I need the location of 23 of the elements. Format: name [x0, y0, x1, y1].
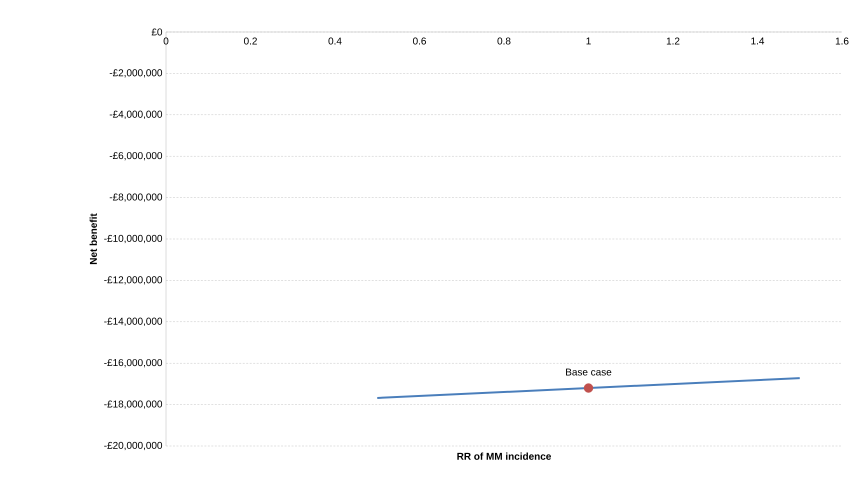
y-tick-label: £0: [152, 28, 162, 36]
x-axis-title: RR of MM incidence: [457, 452, 551, 460]
x-tick-label: 0.2: [244, 38, 257, 45]
y-tick-label: -£8,000,000: [110, 193, 162, 202]
annotation: Base case: [566, 368, 612, 376]
y-tick-label: -£10,000,000: [104, 234, 162, 244]
y-tick-label: -£14,000,000: [104, 318, 162, 326]
x-tick-label: 1.6: [836, 38, 848, 45]
y-tick-label: -£20,000,000: [104, 442, 162, 450]
x-tick-label: 0.4: [328, 38, 342, 45]
y-axis-title: Net benefit: [90, 213, 97, 264]
x-tick-label: 1.4: [751, 38, 764, 44]
x-tick-label: 0: [164, 38, 168, 45]
y-tick-label: -£2,000,000: [110, 69, 162, 78]
x-tick-label: 0.6: [412, 38, 426, 45]
x-tick-label: 1.2: [666, 38, 680, 44]
y-tick-label: -£18,000,000: [104, 400, 162, 409]
y-tick-label: -£12,000,000: [104, 276, 162, 285]
x-tick-label: 0.8: [497, 38, 510, 45]
y-tick-label: -£6,000,000: [110, 152, 162, 160]
y-tick-label: -£4,000,000: [110, 110, 162, 119]
x-tick-label: 1: [586, 38, 591, 44]
y-tick-label: -£16,000,000: [104, 359, 162, 368]
